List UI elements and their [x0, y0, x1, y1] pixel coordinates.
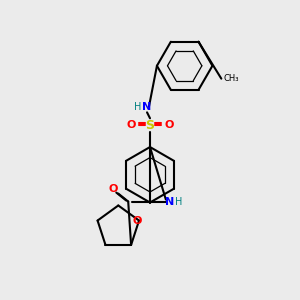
Text: H: H: [175, 196, 182, 206]
Text: O: O: [164, 120, 173, 130]
Text: O: O: [127, 120, 136, 130]
Text: CH₃: CH₃: [223, 74, 239, 83]
Text: O: O: [109, 184, 118, 194]
Text: N: N: [142, 102, 152, 112]
Text: H: H: [134, 102, 142, 112]
Text: N: N: [165, 196, 174, 206]
Text: O: O: [132, 215, 142, 226]
Text: S: S: [146, 119, 154, 132]
